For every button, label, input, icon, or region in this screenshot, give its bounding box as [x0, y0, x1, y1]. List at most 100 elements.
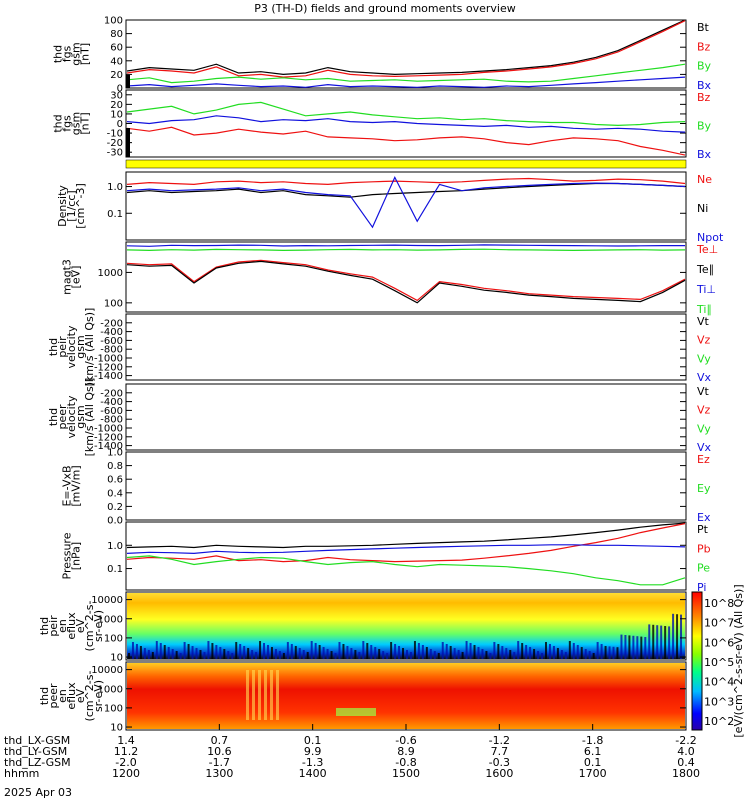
series-Bt — [126, 19, 686, 76]
spectrogram-band — [246, 670, 249, 720]
noise-streak — [270, 647, 273, 659]
x-tick-label: 0.4 — [677, 756, 695, 769]
noise-streak — [330, 651, 333, 659]
y-axis-label: magt3[eV] — [61, 259, 83, 295]
noise-streak — [461, 652, 464, 659]
noise-streak — [374, 647, 377, 659]
colorbar-tick-label: 10^8 — [704, 597, 734, 610]
legend-Vx: Vx — [697, 371, 712, 384]
noise-streak — [441, 642, 444, 659]
noise-streak — [183, 642, 186, 659]
date-label: 2025 Apr 03 — [4, 786, 72, 799]
noise-streak — [378, 649, 381, 659]
noise-streak — [207, 641, 210, 659]
panel-peir_velocity: -200-400-600-800-1000-1200-1400thdpeirve… — [47, 308, 712, 387]
y-axis-label: thdpeirvelocitygsm[km/s (All Qs)] — [47, 308, 96, 387]
noise-streak — [600, 644, 603, 659]
x-row-label: thd_LY-GSM — [4, 745, 67, 758]
noise-streak — [274, 649, 277, 659]
y-tick-label: 100 — [104, 298, 123, 309]
y-tick-label: -400 — [100, 327, 123, 338]
legend-Vy: Vy — [697, 352, 711, 365]
noise-streak — [167, 647, 170, 659]
legend-Ey: Ey — [697, 482, 711, 495]
noise-streak — [481, 649, 484, 659]
y-tick-label: 60 — [110, 43, 123, 54]
x-tick-label: -0.8 — [395, 756, 416, 769]
noise-streak — [572, 643, 575, 659]
y-tick-label: 30 — [110, 90, 123, 101]
colorbar-tick-label: 10^4 — [704, 676, 734, 689]
noise-streak — [219, 647, 222, 659]
legend-Bz: Bz — [697, 40, 711, 53]
noise-streak — [171, 649, 174, 659]
y-tick-label: 100 — [104, 633, 123, 644]
noise-streak — [612, 646, 615, 659]
noise-streak — [195, 648, 198, 659]
noise-streak — [680, 614, 683, 659]
noise-streak — [366, 643, 369, 659]
panel-peer_eflux: 10000 1000 100 10 thdpeerenefluxeV(cm^2-s-sr… — [38, 661, 687, 734]
legend-Ti⊥: Ti⊥ — [696, 283, 716, 296]
noise-streak — [652, 624, 655, 659]
legend-Te∥: Te∥ — [696, 263, 714, 276]
noise-streak — [239, 644, 242, 659]
noise-streak — [326, 649, 329, 659]
x-tick-label: 4.0 — [677, 745, 695, 758]
noise-streak — [437, 653, 440, 659]
panel-fgs_total: 100 80 60 40 20 0 thdfgsgsm[nT] Bt Bz By Bx — [52, 16, 712, 95]
noise-streak — [620, 634, 623, 659]
edge-marker — [126, 128, 130, 157]
spectrogram-band — [258, 670, 261, 720]
noise-streak — [656, 625, 659, 659]
series-Bz — [126, 20, 686, 78]
x-tick-label: 1300 — [205, 767, 233, 780]
y-tick-label: -200 — [100, 318, 123, 329]
noise-streak — [310, 641, 313, 659]
legend-Vt: Vt — [697, 315, 710, 328]
plot-title: P3 (TH-D) fields and ground moments over… — [254, 2, 516, 15]
noise-streak — [282, 653, 285, 659]
noise-streak — [636, 636, 639, 659]
y-tick-label: 40 — [110, 56, 123, 67]
x-tick-label: 10.6 — [207, 745, 232, 758]
noise-streak — [608, 646, 611, 659]
noise-streak — [417, 643, 420, 659]
series-Ti∥ — [126, 248, 686, 252]
noise-streak — [564, 652, 567, 659]
x-tick-label: -0.3 — [489, 756, 510, 769]
legend-Ex: Ex — [697, 511, 711, 524]
panel-frame — [125, 521, 687, 591]
noise-streak — [513, 652, 516, 659]
panel-frame — [125, 383, 687, 451]
x-tick-label: -0.6 — [395, 734, 416, 747]
y-tick-label: -1000 — [94, 354, 123, 365]
panel-efield: 1.0 0.8 0.6 0.4 0.2 0.0 E=-VxB[mV/m] Ez Ey Ex — [61, 448, 711, 527]
noise-streak — [537, 651, 540, 659]
noise-streak — [135, 644, 138, 659]
colorbar-tick-label: 10^7 — [704, 617, 734, 630]
noise-streak — [187, 644, 190, 659]
y-axis-label: thdfgsgsm[nT] — [52, 42, 92, 65]
noise-streak — [259, 641, 262, 659]
noise-streak — [278, 651, 281, 659]
noise-streak — [211, 643, 214, 659]
y-axis-label: E=-VxB[mV/m] — [61, 465, 83, 506]
noise-streak — [449, 646, 452, 659]
y-tick-label: -800 — [100, 415, 123, 426]
noise-streak — [390, 642, 393, 659]
noise-streak — [473, 645, 476, 659]
noise-streak — [493, 642, 496, 659]
x-tick-label: 7.7 — [491, 745, 509, 758]
panel-peer_velocity: -200-400-600-800-1000-1200-1400thdpeerve… — [47, 378, 712, 457]
legend-Bz: Bz — [697, 91, 711, 104]
noise-streak — [191, 646, 194, 659]
noise-streak — [255, 652, 258, 659]
noise-streak — [286, 642, 289, 659]
noise-streak — [604, 646, 607, 659]
noise-streak — [402, 648, 405, 659]
x-tick-label: 6.1 — [584, 745, 602, 758]
noise-streak — [429, 649, 432, 659]
noise-streak — [398, 646, 401, 659]
y-tick-label: 10 — [110, 653, 123, 664]
